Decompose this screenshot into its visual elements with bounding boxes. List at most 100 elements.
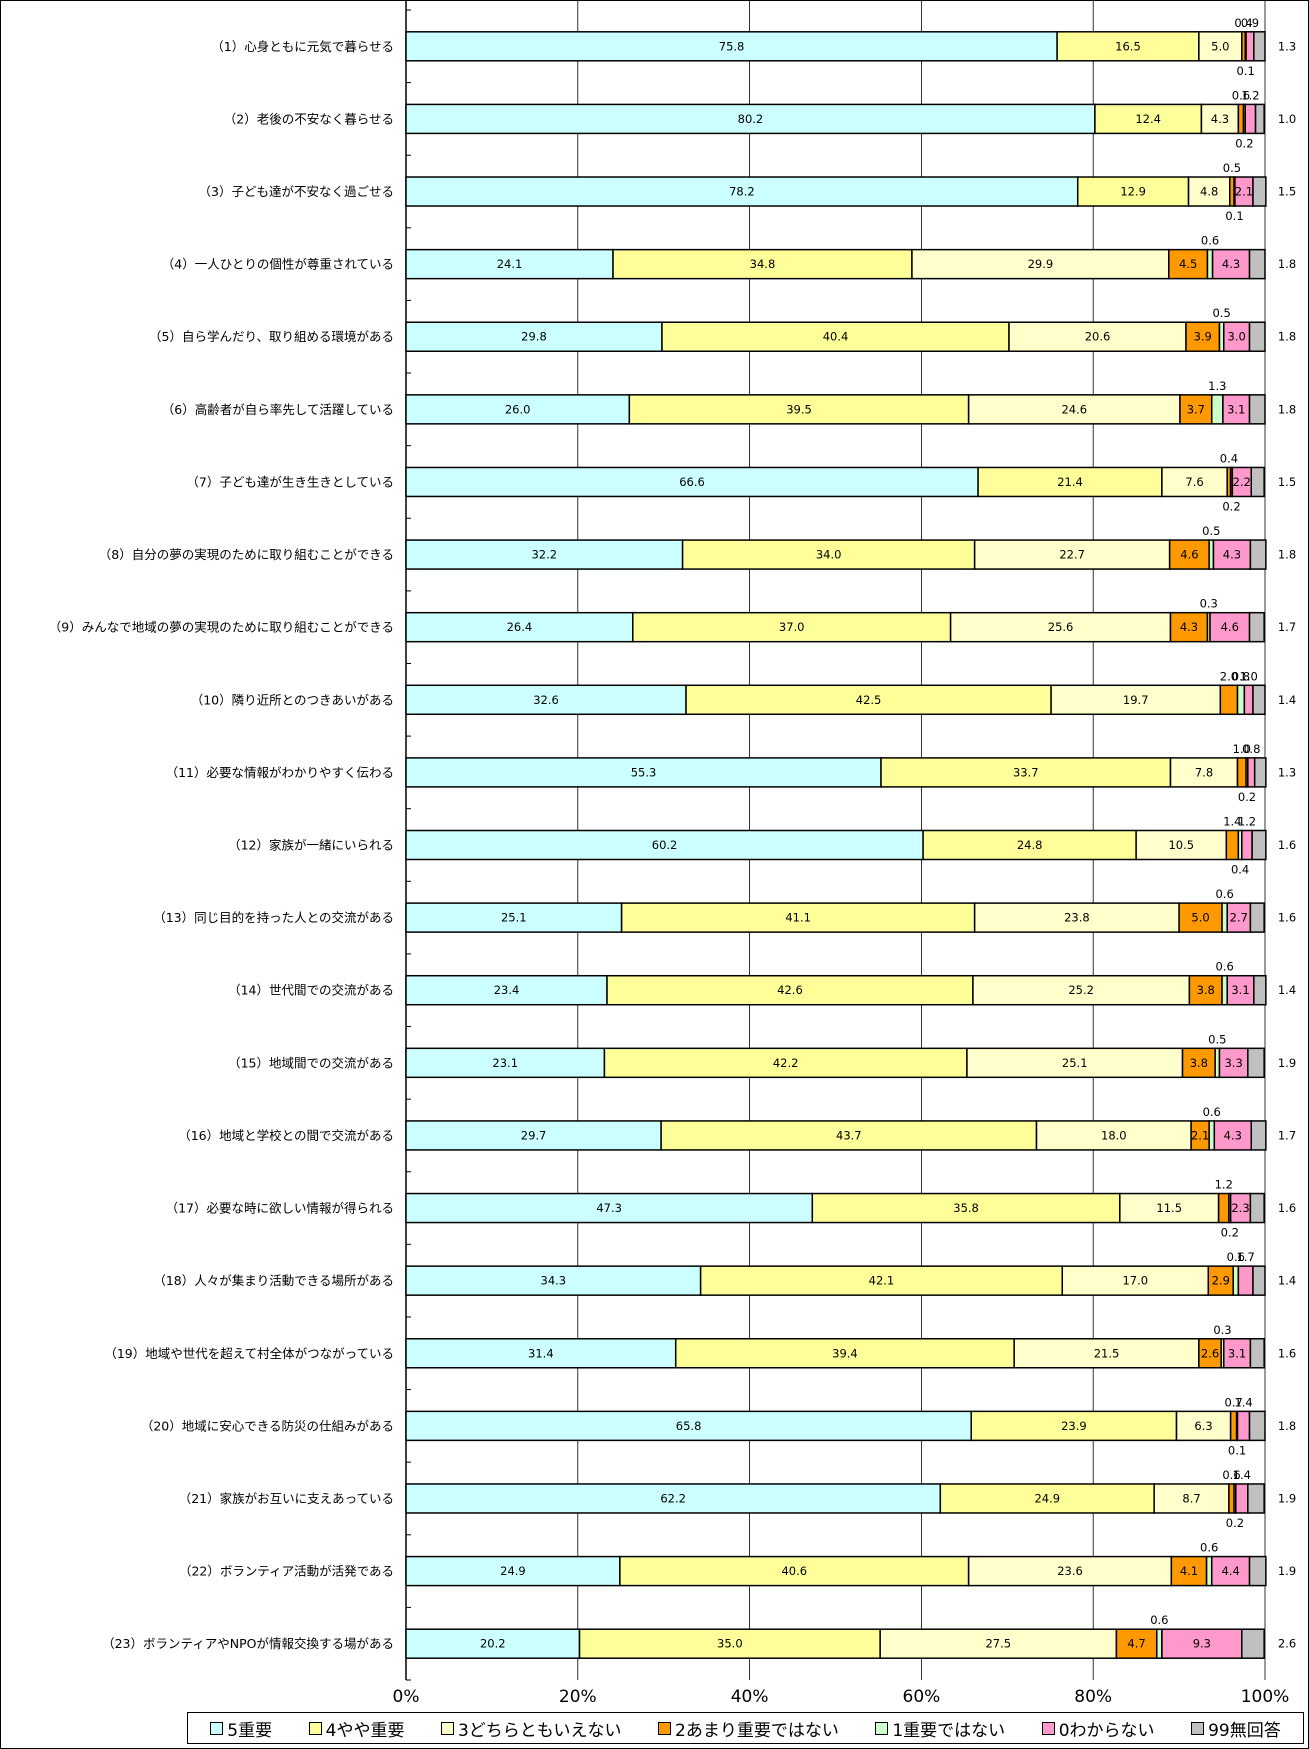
data-label: 2.1 bbox=[1235, 185, 1253, 199]
data-label: 29.8 bbox=[521, 330, 547, 344]
data-label: 0.6 bbox=[1150, 1613, 1168, 1627]
bar-segment bbox=[1250, 1120, 1267, 1151]
bar-segment bbox=[674, 1338, 1015, 1369]
data-label: 1.8 bbox=[1278, 548, 1296, 562]
labels: 0% 20% 40% 60% 80% 100% （1）心身ともに元気で暮らせる 75.8 16.… bbox=[49, 16, 1296, 1707]
bar-segment bbox=[1223, 321, 1251, 352]
data-label: 4.6 bbox=[1221, 620, 1239, 634]
data-label: 0.5 bbox=[1223, 161, 1241, 175]
bar-segment bbox=[1253, 974, 1267, 1006]
legend-item: 5重要 bbox=[210, 1716, 272, 1741]
bar-segment bbox=[1207, 1265, 1234, 1296]
data-label: 27.5 bbox=[985, 1637, 1011, 1651]
bar-segment bbox=[1115, 1628, 1158, 1659]
data-label: 4.3 bbox=[1224, 1128, 1242, 1142]
bar-segment bbox=[1210, 394, 1224, 425]
bar-segment bbox=[405, 103, 1096, 135]
legend-label: 5重要 bbox=[227, 1720, 273, 1741]
data-label: 1.4 bbox=[1223, 815, 1241, 829]
bar-segment bbox=[1244, 103, 1257, 135]
bar-segment bbox=[880, 757, 1172, 788]
legend-label: 3どちらともいえない bbox=[457, 1720, 622, 1741]
data-label: 8.7 bbox=[1182, 1491, 1200, 1505]
bar-segment bbox=[405, 611, 634, 643]
bar-segment bbox=[1252, 176, 1267, 207]
data-label: 22.7 bbox=[1059, 548, 1085, 562]
bar-segment bbox=[1236, 1410, 1251, 1442]
category-label: （18）人々が集まり活動できる場所がある bbox=[153, 1273, 394, 1288]
category-label: （2）老後の不安なく暮らせる bbox=[224, 111, 394, 126]
data-label: 3.1 bbox=[1227, 402, 1245, 416]
data-label: 0.3 bbox=[1213, 1323, 1231, 1337]
bar-segment bbox=[612, 248, 913, 280]
legend-label: 1重要ではない bbox=[892, 1720, 1006, 1741]
data-label: 25.6 bbox=[1048, 620, 1074, 634]
bar-segment bbox=[1061, 1265, 1210, 1296]
bar-segment bbox=[1035, 1120, 1192, 1151]
legend-item: 0わからない bbox=[1041, 1716, 1155, 1741]
legend-item: 3どちらともいえない bbox=[440, 1716, 622, 1741]
bar-segment bbox=[1218, 1047, 1249, 1079]
legend-label: 4やや重要 bbox=[325, 1720, 405, 1741]
bar-segment bbox=[1248, 321, 1266, 352]
x-tick-label: 100% bbox=[1241, 1687, 1290, 1707]
data-label: 24.8 bbox=[1017, 838, 1043, 852]
bar-segment bbox=[1170, 1555, 1208, 1587]
bar-segment bbox=[1247, 1483, 1265, 1514]
data-label: 4.7 bbox=[1127, 1637, 1145, 1651]
data-label: 3.8 bbox=[1190, 1056, 1208, 1070]
bar-segment bbox=[405, 176, 1079, 207]
data-label: 24.9 bbox=[500, 1564, 526, 1578]
data-label: 0.1 bbox=[1237, 64, 1255, 78]
data-label: 1.6 bbox=[1278, 1346, 1296, 1360]
legend: 5重要 4やや重要 3どちらともいえない 2あまり重要ではない 1重要ではない 0わからな… bbox=[187, 1712, 1304, 1744]
bar-segment bbox=[1247, 757, 1256, 788]
data-label: 0.2 bbox=[1238, 790, 1256, 804]
category-label: （3）子ども達が不安なく過ごせる bbox=[199, 184, 394, 199]
bar-segment bbox=[1094, 103, 1203, 135]
data-label: 1.8 bbox=[1278, 1419, 1296, 1433]
data-label: 42.1 bbox=[869, 1274, 895, 1288]
data-label: 12.4 bbox=[1135, 112, 1161, 126]
bar-segment bbox=[1248, 1410, 1266, 1442]
x-tick-label: 60% bbox=[903, 1687, 941, 1707]
bar-segment bbox=[405, 1047, 606, 1079]
data-label: 4.3 bbox=[1211, 112, 1229, 126]
data-label: 0.6 bbox=[1232, 88, 1250, 102]
data-label: 1.7 bbox=[1278, 620, 1296, 634]
data-label: 20.6 bbox=[1085, 330, 1111, 344]
data-label: 4.4 bbox=[1221, 1564, 1239, 1578]
data-label: 0.2 bbox=[1221, 1226, 1239, 1240]
data-label: 0.4 bbox=[1231, 863, 1249, 877]
data-label: 1.0 bbox=[1233, 742, 1251, 756]
data-label: 0.9 bbox=[1241, 16, 1259, 30]
data-label: 65.8 bbox=[676, 1419, 702, 1433]
category-label: （23）ボランティアやNPOが情報交換する場がある bbox=[102, 1636, 394, 1651]
bar-segment bbox=[1221, 974, 1228, 1006]
bar-segment bbox=[972, 974, 1191, 1006]
bar-segment bbox=[1222, 394, 1251, 425]
data-label: 0.5 bbox=[1212, 306, 1230, 320]
data-label: 78.2 bbox=[729, 185, 755, 199]
bar-segment bbox=[1249, 902, 1265, 933]
x-tick-label: 0% bbox=[393, 1687, 420, 1707]
data-label: 32.6 bbox=[533, 693, 559, 707]
data-label: 42.5 bbox=[856, 693, 882, 707]
data-label: 1.0 bbox=[1240, 669, 1258, 683]
bar-segment bbox=[1229, 1410, 1238, 1442]
data-label: 0.1 bbox=[1225, 209, 1243, 223]
data-label: 4.3 bbox=[1180, 620, 1198, 634]
bar-segment bbox=[1248, 248, 1266, 280]
data-label: 24.9 bbox=[1034, 1491, 1060, 1505]
data-label: 3.8 bbox=[1197, 983, 1215, 997]
data-label: 10.5 bbox=[1168, 838, 1194, 852]
legend-swatch bbox=[875, 1721, 889, 1735]
bar-segment bbox=[973, 539, 1171, 570]
data-label: 4.6 bbox=[1180, 548, 1198, 562]
bar-segment bbox=[405, 902, 623, 933]
bar-segment bbox=[1237, 1265, 1254, 1296]
data-label: 1.3 bbox=[1278, 765, 1296, 779]
bar-segment bbox=[632, 611, 952, 643]
data-label: 39.5 bbox=[786, 402, 812, 416]
